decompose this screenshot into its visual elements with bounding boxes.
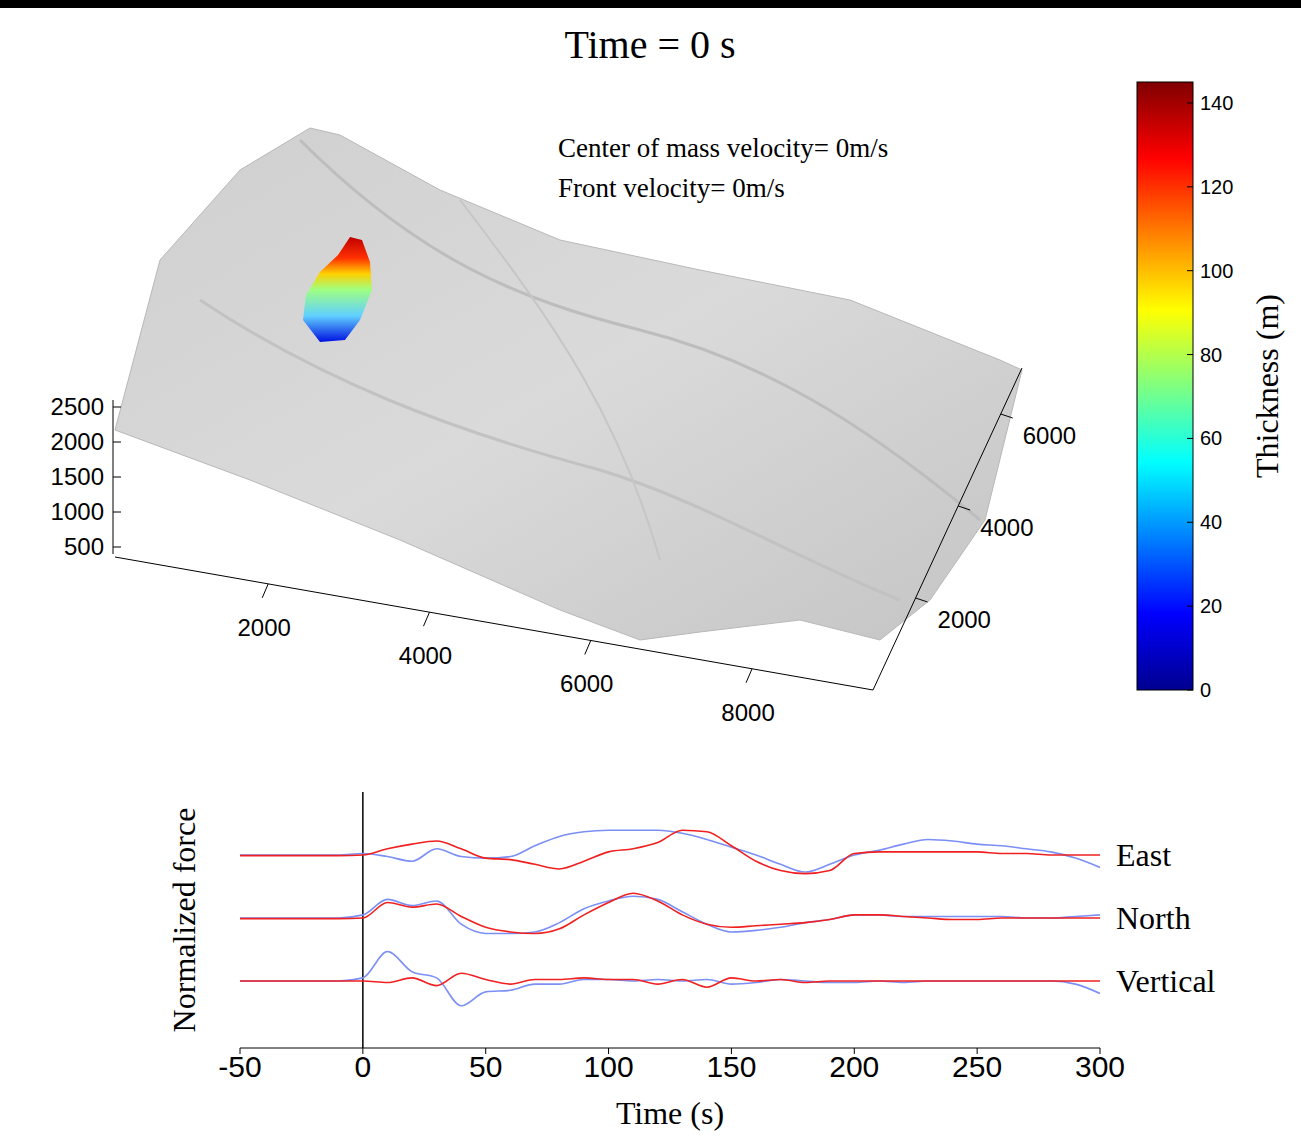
- html-text:North: North: [1116, 900, 1191, 936]
- svg-text:150: 150: [706, 1050, 756, 1083]
- html-text:Time (s): Time (s): [615, 1095, 725, 1131]
- svg-text:20: 20: [1200, 595, 1222, 617]
- svg-text:6000: 6000: [1023, 422, 1076, 449]
- svg-text:500: 500: [64, 533, 104, 560]
- svg-text:100: 100: [1200, 260, 1233, 282]
- svg-text:4000: 4000: [980, 514, 1033, 541]
- svg-text:200: 200: [829, 1050, 879, 1083]
- svg-text:60: 60: [1200, 427, 1222, 449]
- svg-text:8000: 8000: [721, 699, 774, 726]
- html-text:East: East: [1116, 837, 1172, 873]
- svg-text:Center of mass velocity= 0m/s: Center of mass velocity= 0m/s: [558, 133, 888, 163]
- svg-text:Time = 0 s: Time = 0 s: [564, 22, 735, 67]
- svg-text:-50: -50: [218, 1050, 261, 1083]
- svg-text:250: 250: [952, 1050, 1002, 1083]
- svg-text:140: 140: [1200, 92, 1233, 114]
- svg-text:80: 80: [1200, 344, 1222, 366]
- svg-text:120: 120: [1200, 176, 1233, 198]
- svg-text:300: 300: [1075, 1050, 1125, 1083]
- svg-text:6000: 6000: [560, 670, 613, 697]
- svg-text:2000: 2000: [238, 614, 291, 641]
- svg-text:1500: 1500: [51, 463, 104, 490]
- svg-text:2000: 2000: [51, 428, 104, 455]
- svg-text:50: 50: [469, 1050, 502, 1083]
- svg-text:4000: 4000: [399, 642, 452, 669]
- svg-text:0: 0: [355, 1050, 372, 1083]
- svg-text:40: 40: [1200, 511, 1222, 533]
- svg-text:2500: 2500: [51, 393, 104, 420]
- svg-text:1000: 1000: [51, 498, 104, 525]
- svg-text:Front velocity= 0m/s: Front velocity= 0m/s: [558, 173, 785, 203]
- svg-text:2000: 2000: [938, 606, 991, 633]
- html-text:Vertical: Vertical: [1116, 963, 1216, 999]
- svg-text:Thickness (m): Thickness (m): [1249, 294, 1285, 478]
- svg-text:0: 0: [1200, 679, 1211, 701]
- svg-text:100: 100: [584, 1050, 634, 1083]
- svg-text:Normalized force: Normalized force: [166, 808, 202, 1033]
